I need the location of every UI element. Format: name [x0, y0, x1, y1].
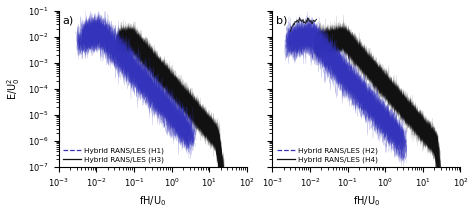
X-axis label: fH/U$_0$: fH/U$_0$: [139, 195, 166, 208]
Y-axis label: E/U$_0^2$: E/U$_0^2$: [6, 77, 22, 100]
Legend: Hybrid RANS/LES (H2), Hybrid RANS/LES (H4): Hybrid RANS/LES (H2), Hybrid RANS/LES (H…: [276, 147, 378, 163]
X-axis label: fH/U$_0$: fH/U$_0$: [353, 195, 380, 208]
Text: a): a): [63, 15, 74, 25]
Text: b): b): [276, 15, 287, 25]
Legend: Hybrid RANS/LES (H1), Hybrid RANS/LES (H3): Hybrid RANS/LES (H1), Hybrid RANS/LES (H…: [62, 147, 164, 163]
